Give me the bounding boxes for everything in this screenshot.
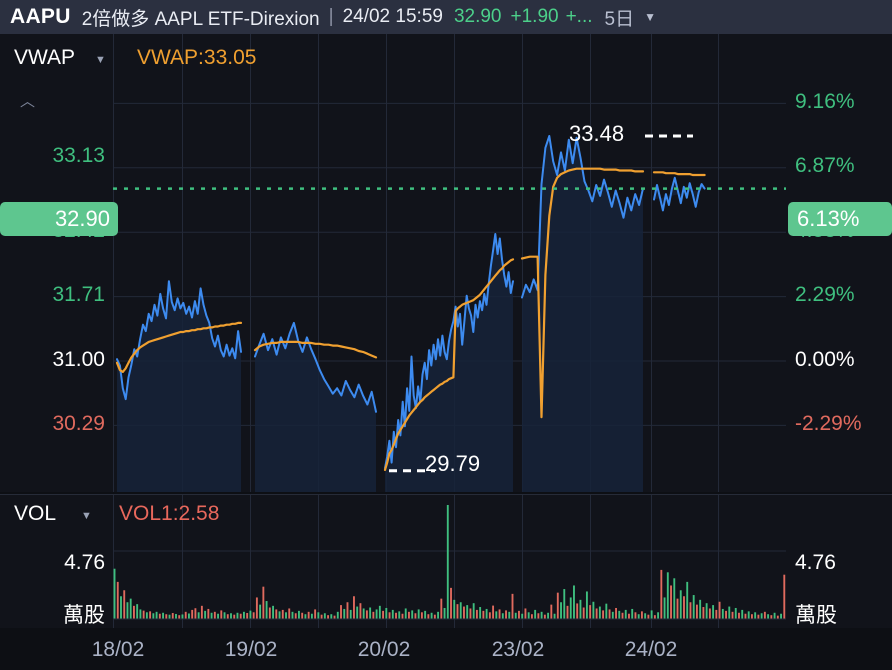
price-change-pct: +... bbox=[565, 6, 593, 27]
volume-unit-right: 萬股 bbox=[795, 604, 837, 627]
symbol-ticker: AAPU bbox=[10, 5, 71, 28]
period-high-annotation: 33.48 bbox=[569, 121, 625, 146]
price-series-svg bbox=[113, 34, 786, 492]
volume-series-svg bbox=[113, 495, 786, 629]
axis-left-label: 33.13 bbox=[52, 144, 105, 167]
axis-left-label: 30.29 bbox=[52, 412, 105, 435]
axis-right-label: 2.29% bbox=[795, 283, 855, 306]
vol-indicator-label[interactable]: VOL bbox=[14, 502, 57, 525]
axis-right-label: 9.16% bbox=[795, 90, 855, 113]
collapse-up-icon[interactable]: ︿ bbox=[20, 93, 36, 110]
price-axis-left: 33.13 32.42 31.71 31.00 30.29 bbox=[0, 34, 105, 492]
current-change-value: 6.13% bbox=[797, 206, 860, 231]
period-selector-label[interactable]: 5日 bbox=[604, 8, 635, 30]
volume-unit-left: 萬股 bbox=[63, 604, 105, 627]
quote-timestamp: 24/02 15:59 bbox=[342, 6, 443, 27]
time-tick-label: 18/02 bbox=[91, 638, 145, 661]
time-tick-label: 23/02 bbox=[491, 638, 545, 661]
price-plot-area[interactable] bbox=[113, 34, 786, 492]
volume-plot-area[interactable] bbox=[113, 495, 786, 629]
time-axis: 18/02 19/02 20/02 23/02 24/02 bbox=[0, 628, 892, 670]
quote-header: AAPU 2倍做多 AAPL ETF-Direxion | 24/02 15:5… bbox=[0, 0, 892, 34]
axis-right-label: 0.00% bbox=[795, 348, 855, 371]
axis-right-label: 6.87% bbox=[795, 154, 855, 177]
axis-left-label: 31.00 bbox=[52, 348, 105, 371]
current-price-value: 32.90 bbox=[54, 206, 110, 231]
chevron-down-icon[interactable]: ▼ bbox=[95, 54, 106, 66]
axis-right-label: -2.29% bbox=[795, 412, 862, 435]
chevron-down-icon[interactable]: ▼ bbox=[644, 10, 656, 24]
axis-left-label: 31.71 bbox=[52, 283, 105, 306]
period-low-annotation: 29.79 bbox=[425, 451, 481, 476]
volume-chart-panel: VOL ▼ VOL1:2.58 4.76 4.76 萬股 萬股 bbox=[0, 494, 892, 629]
vwap-indicator-label[interactable]: VWAP bbox=[14, 46, 76, 69]
time-tick-label: 24/02 bbox=[624, 638, 678, 661]
header-divider: | bbox=[328, 6, 334, 27]
vol-indicator-value: VOL1:2.58 bbox=[119, 502, 220, 525]
security-name: 2倍做多 AAPL ETF-Direxion bbox=[81, 8, 320, 30]
price-chart-panel: VWAP ▼ VWAP:33.05 ︿ 33.13 32.42 31.71 31… bbox=[0, 34, 892, 492]
time-tick-label: 19/02 bbox=[224, 638, 278, 661]
price-change: +1.90 bbox=[510, 6, 559, 27]
current-price-badge-left: 32.90 bbox=[0, 202, 118, 236]
time-tick-label: 20/02 bbox=[357, 638, 411, 661]
current-change-badge-right: 6.13% bbox=[788, 202, 892, 236]
volume-scale-left: 4.76 bbox=[64, 551, 105, 574]
volume-scale-right: 4.76 bbox=[795, 551, 836, 574]
vwap-indicator-value: VWAP:33.05 bbox=[137, 46, 257, 69]
last-price: 32.90 bbox=[453, 6, 502, 27]
price-axis-right: 9.16% 6.87% 4.58% 2.29% 0.00% -2.29% bbox=[795, 34, 892, 492]
chevron-down-icon[interactable]: ▼ bbox=[81, 510, 92, 522]
